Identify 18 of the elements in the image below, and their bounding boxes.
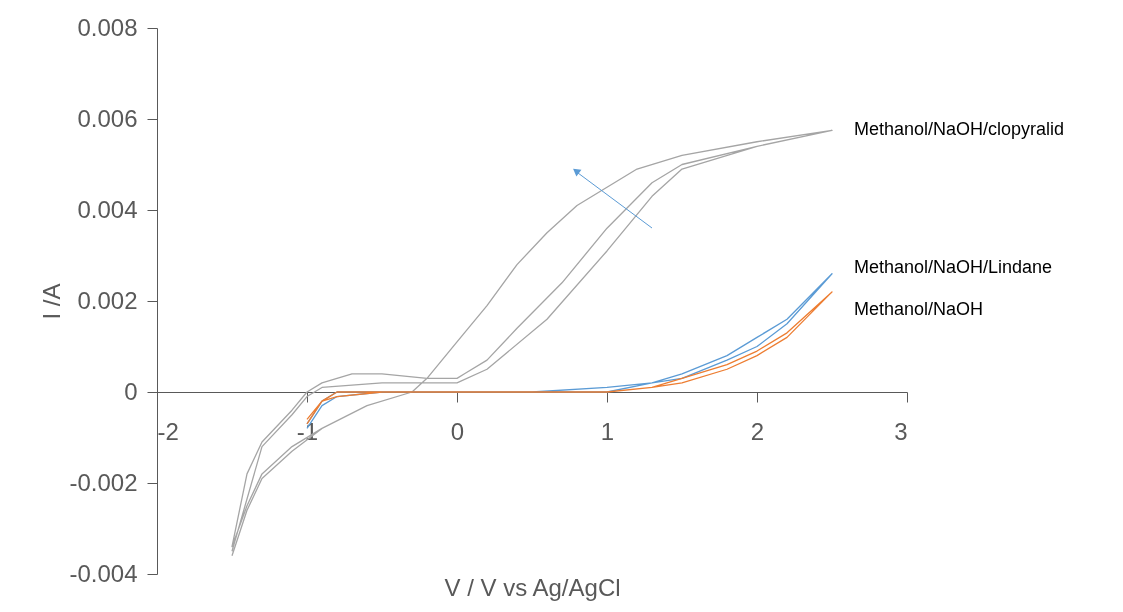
x-tick-label: 2 [750,417,765,445]
y-tick-label: 0.002 [77,286,138,314]
series-label: Methanol/NaOH/clopyralid [854,119,1065,140]
x-axis-title: V / V vs Ag/AgCl [444,573,621,601]
y-tick-label: 0 [124,377,138,405]
x-tick-label: -2 [157,417,179,445]
y-tick-label: 0.008 [77,13,138,41]
y-axis-title: I /A [38,283,66,320]
series-label: Methanol/NaOH [854,298,984,319]
y-tick-label: -0.004 [69,559,138,587]
series-label: Methanol/NaOH/Lindane [854,256,1053,277]
y-tick-label: -0.002 [69,468,138,496]
y-tick-label: 0.004 [77,195,138,223]
x-tick-label: 0 [450,417,465,445]
x-tick-label: 3 [894,417,908,445]
line-series [231,129,833,557]
x-tick-label: 1 [600,417,615,445]
y-tick-label: 0.006 [77,104,138,132]
